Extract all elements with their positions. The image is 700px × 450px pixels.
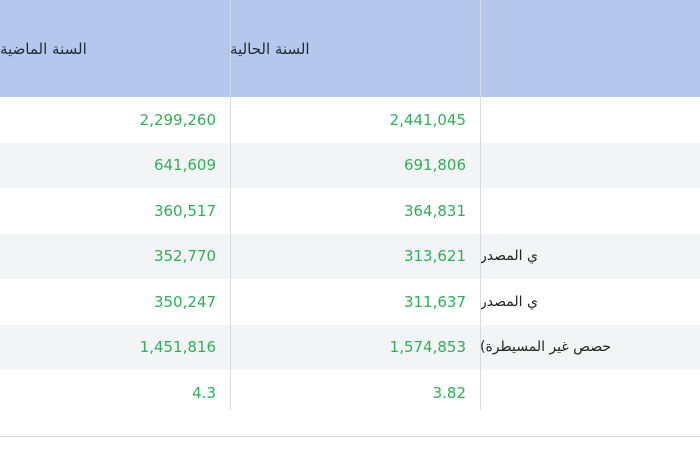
current-year-value: 313,621	[230, 233, 480, 279]
previous-year-value: 2,299,260	[0, 97, 230, 143]
current-year-value: 2,441,045	[230, 97, 480, 143]
column-divider	[480, 0, 481, 410]
table-bottom-border	[0, 436, 700, 437]
header-cell	[480, 0, 700, 97]
header-cell: السنة الحالية	[230, 0, 480, 97]
current-year-value: 1,574,853	[230, 324, 480, 370]
header-cell: السنة الماضية	[0, 0, 230, 97]
current-year-value: 691,806	[230, 142, 480, 188]
current-year-value: 3.82	[230, 370, 480, 416]
row-label	[480, 188, 700, 234]
row-label: ي المصدر	[480, 233, 700, 279]
previous-year-value: 350,247	[0, 279, 230, 325]
row-label: ي المصدر	[480, 279, 700, 325]
column-divider	[230, 0, 231, 410]
previous-year-value: 352,770	[0, 233, 230, 279]
current-year-value: 311,637	[230, 279, 480, 325]
previous-year-value: 1,451,816	[0, 324, 230, 370]
row-label	[480, 97, 700, 143]
current-year-value: 364,831	[230, 188, 480, 234]
previous-year-value: 4.3	[0, 370, 230, 416]
row-label	[480, 370, 700, 416]
row-label	[480, 142, 700, 188]
row-label: حصص غير المسيطرة)	[480, 324, 700, 370]
previous-year-value: 641,609	[0, 142, 230, 188]
previous-year-value: 360,517	[0, 188, 230, 234]
